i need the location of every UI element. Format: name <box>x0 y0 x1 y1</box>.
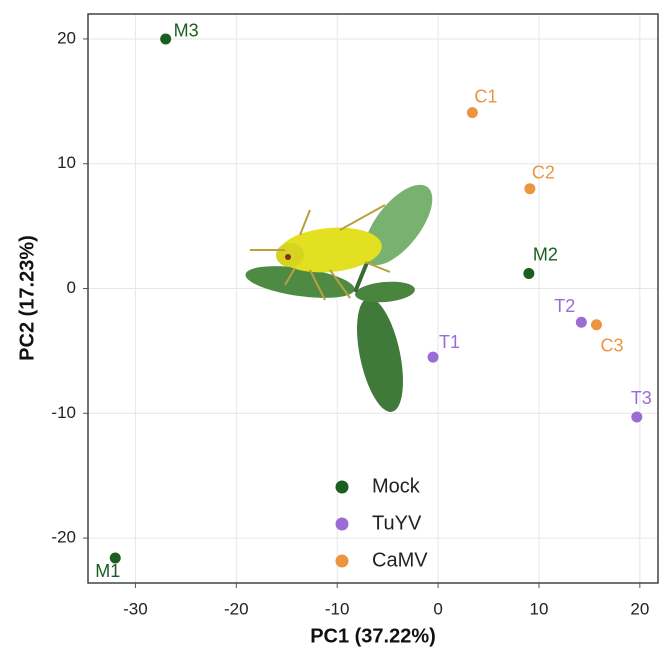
data-point <box>160 33 172 45</box>
data-point <box>590 319 602 331</box>
legend-marker <box>335 554 349 568</box>
data-point <box>427 351 439 363</box>
point-label: C3 <box>600 335 623 355</box>
legend-marker <box>335 517 349 531</box>
x-tick-label: 0 <box>433 599 442 618</box>
legend-marker <box>335 480 349 494</box>
data-point <box>631 411 643 423</box>
data-point <box>575 316 587 328</box>
y-tick-label: 10 <box>57 153 76 172</box>
legend-label: Mock <box>372 475 421 497</box>
point-label: T3 <box>631 388 652 408</box>
point-label: T1 <box>439 332 460 352</box>
x-axis-title: PC1 (37.22%) <box>310 625 436 647</box>
legend: Mock TuYV CaMV <box>335 475 428 571</box>
y-tick-label: -10 <box>51 403 76 422</box>
x-tick-label: -30 <box>123 599 148 618</box>
x-tick-label: 20 <box>630 599 649 618</box>
plot-frame <box>87 13 659 584</box>
data-point <box>109 552 121 564</box>
data-point <box>523 268 535 280</box>
point-label: T2 <box>554 296 575 316</box>
x-tick-label: -10 <box>325 599 350 618</box>
legend-label: CaMV <box>372 549 428 571</box>
y-tick-label: 20 <box>57 28 76 47</box>
data-point <box>466 107 478 119</box>
point-label: C1 <box>474 86 497 106</box>
y-tick-label: 0 <box>67 278 76 297</box>
data-point <box>524 183 536 195</box>
x-tick-label: 10 <box>529 599 548 618</box>
point-label: M3 <box>174 21 199 41</box>
y-tick-label: -20 <box>51 528 76 547</box>
illustration <box>245 184 433 412</box>
point-label: M1 <box>95 561 120 581</box>
y-axis-title: PC2 (17.23%) <box>16 235 38 361</box>
point-label: C2 <box>532 162 555 182</box>
x-tick-label: -20 <box>224 599 249 618</box>
legend-label: TuYV <box>372 512 422 534</box>
point-label: M2 <box>533 244 558 264</box>
